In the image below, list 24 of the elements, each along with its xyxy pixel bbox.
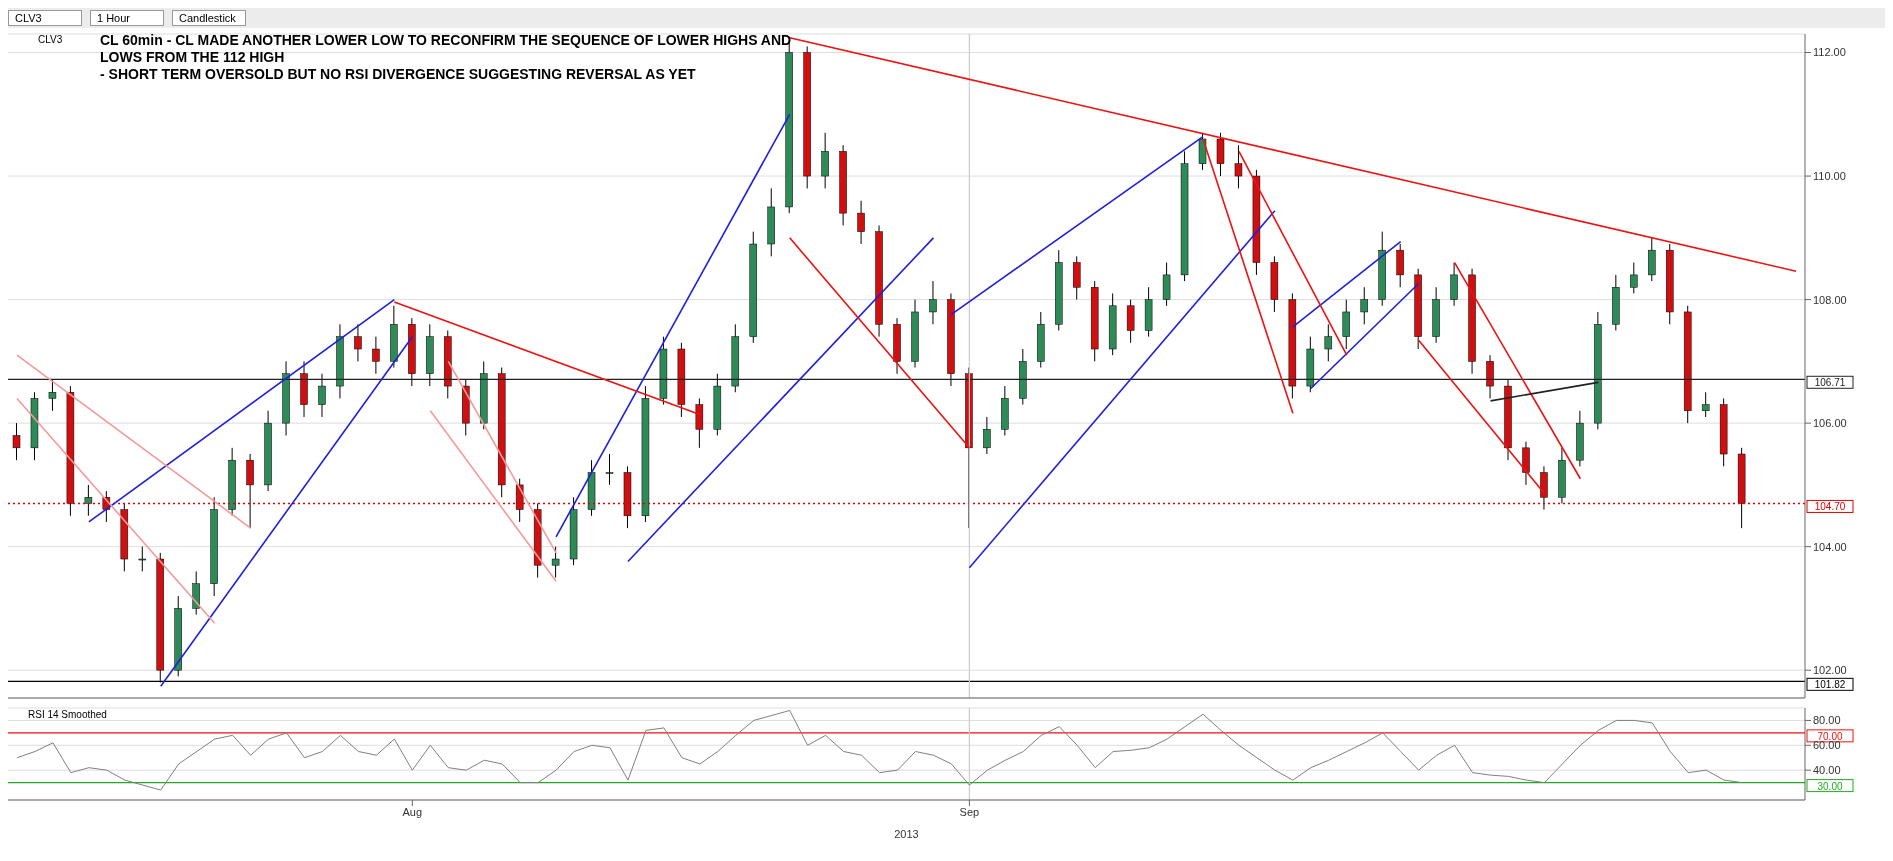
- x-axis-title: 2013: [894, 828, 919, 840]
- field: Candlestick: [172, 10, 246, 26]
- y-tick-label: 80.00: [1813, 714, 1841, 727]
- y-tick-label: 110.00: [1813, 169, 1846, 182]
- text: - SHORT TERM OVERSOLD BUT NO RSI DIVERGENCE SUGGESTING REVERSAL AS YET: [100, 66, 697, 83]
- y-tick-label: 104.00: [1813, 540, 1847, 553]
- y-tick-label: 108.00: [1813, 293, 1847, 306]
- ref-line-label: 70.00: [1817, 730, 1843, 742]
- y-tick-label: 40.00: [1813, 764, 1841, 777]
- field: 1 Hour: [90, 10, 164, 26]
- ref-line-label: 101.82: [1814, 679, 1846, 691]
- chart-title: RSI 14 Smoothed: [28, 708, 108, 722]
- y-tick-label: 102.00: [1813, 664, 1847, 677]
- y-tick-label: 60.00: [1813, 739, 1841, 752]
- x-tick-label: Sep: [959, 805, 980, 818]
- y-tick-label: 106.00: [1813, 417, 1847, 430]
- text: CL 60min - CL MADE ANOTHER LOWER LOW TO RECONFIRM THE SEQUENCE OF LOWER HIGHS AND LOWS FROM THE 112 HIGH: [100, 32, 793, 66]
- ref-line-label: 30.00: [1817, 780, 1843, 792]
- y-tick-label: 112.00: [1813, 46, 1846, 59]
- annotation: CLV3: [38, 34, 63, 45]
- ref-line-label: 104.70: [1814, 501, 1846, 513]
- field: CLV3: [8, 10, 82, 26]
- ref-line-label: 106.71: [1814, 377, 1846, 389]
- x-tick-label: Aug: [402, 805, 423, 818]
